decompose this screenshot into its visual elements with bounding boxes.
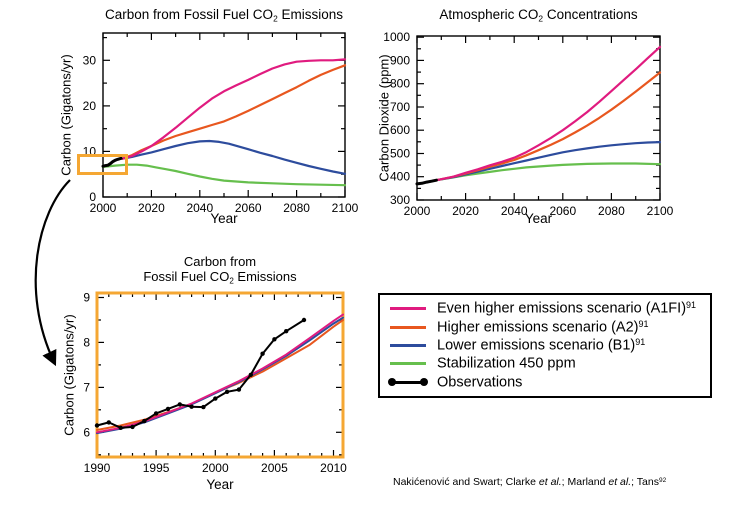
svg-text:2005: 2005 [261, 461, 288, 475]
svg-text:2020: 2020 [138, 201, 165, 215]
svg-text:2080: 2080 [598, 204, 625, 218]
a1fi-line-swatch [390, 307, 426, 311]
a2-line-swatch [390, 325, 426, 329]
legend-item-stabilization: Stabilization 450 ppm [390, 356, 704, 371]
svg-text:2000: 2000 [404, 204, 431, 218]
legend-label: Stabilization 450 ppm [437, 355, 576, 372]
svg-text:1995: 1995 [143, 461, 170, 475]
svg-text:2040: 2040 [501, 204, 528, 218]
svg-text:600: 600 [390, 123, 410, 137]
observations-line-dots-swatch [388, 378, 428, 387]
inset-x-axis-label: Year [206, 477, 234, 492]
svg-text:1000: 1000 [383, 30, 410, 44]
svg-text:20: 20 [83, 99, 97, 113]
svg-text:300: 300 [390, 193, 410, 207]
emissions-y-axis-label: Carbon (Gigatons/yr) [58, 54, 74, 176]
legend-label: Lower emissions scenario (B1)91 [437, 337, 646, 354]
concentrations-title-subscript: 2 [538, 13, 544, 24]
legend-label: Observations [437, 374, 523, 391]
svg-text:2100: 2100 [332, 201, 359, 215]
svg-text:2080: 2080 [283, 201, 310, 215]
stabilization-line-swatch [390, 362, 426, 366]
svg-text:6: 6 [83, 425, 90, 439]
concentrations-plot-area: 2000 2020 2040 2060 2080 2100 300 400 500 600 700 8… [383, 30, 673, 218]
legend-label: Even higher emissions scenario (A1FI)91 [437, 300, 697, 317]
zoom-highlight-box [77, 154, 128, 175]
legend-item-b1: Lower emissions scenario (B1)91 [390, 338, 704, 353]
zoom-arrow-path [34, 179, 71, 367]
concentrations-y-axis-label: Carbon Dioxide (ppm) [376, 54, 392, 182]
svg-text:800: 800 [390, 77, 410, 91]
legend-item-a2: Higher emissions scenario (A2)91 [390, 318, 704, 336]
inset-title-line1: Carbon from [183, 254, 257, 269]
emissions-title-subscript: 2 [273, 13, 278, 24]
inset-chart-title: Carbon from Fossil Fuel CO2 Emissions [97, 254, 343, 288]
concentrations-chart-title: Atmospheric CO2 Concentrations [417, 7, 660, 27]
svg-text:500: 500 [390, 147, 410, 161]
svg-text:9: 9 [83, 291, 90, 305]
emissions-title-text-end: Emissions [277, 7, 343, 22]
svg-text:2020: 2020 [452, 204, 479, 218]
inset-plot-area: 1990 1995 2000 2005 2010 6 7 8 9 [83, 291, 347, 476]
svg-text:2010: 2010 [320, 461, 347, 475]
inset-y-axis-label: Carbon (Gigatons/yr) [61, 314, 77, 436]
emissions-x-axis-label: Year [210, 211, 238, 226]
svg-text:8: 8 [83, 335, 90, 349]
concentrations-title-text: Atmospheric CO [439, 7, 539, 22]
svg-text:2040: 2040 [186, 201, 213, 215]
inset-title-subscript: 2 [229, 276, 234, 286]
citation-text: Nakićenović and Swart; Clarke et al.; Ma… [393, 476, 667, 488]
concentrations-x-axis-label: Year [524, 211, 553, 226]
svg-text:2060: 2060 [549, 204, 576, 218]
inset-title-text-end: Emissions [233, 269, 297, 284]
svg-text:2060: 2060 [235, 201, 262, 215]
svg-text:7: 7 [83, 380, 90, 394]
svg-text:700: 700 [390, 100, 410, 114]
legend-label: Higher emissions scenario (A2)91 [437, 318, 649, 336]
svg-text:2100: 2100 [647, 204, 674, 218]
emissions-title-text: Carbon from Fossil Fuel CO [105, 7, 274, 22]
concentrations-title-text-end: Concentrations [543, 7, 638, 22]
inset-title-text: Fossil Fuel CO [143, 269, 230, 284]
inset-title-line2: Fossil Fuel CO2 Emissions [97, 269, 343, 288]
svg-text:0: 0 [89, 190, 96, 204]
svg-text:900: 900 [390, 53, 410, 67]
svg-text:2000: 2000 [90, 201, 117, 215]
emissions-chart-title: Carbon from Fossil Fuel CO2 Emissions [103, 7, 345, 27]
svg-text:2000: 2000 [202, 461, 229, 475]
svg-text:400: 400 [390, 170, 410, 184]
b1-line-swatch [390, 343, 426, 347]
svg-text:30: 30 [83, 53, 97, 67]
zoom-arrow [34, 179, 71, 367]
legend-item-a1fi: Even higher emissions scenario (A1FI)91 [390, 301, 704, 316]
svg-text:1990: 1990 [84, 461, 111, 475]
legend-item-observations: Observations [388, 374, 704, 391]
legend-box: Even higher emissions scenario (A1FI)91 … [378, 293, 712, 398]
